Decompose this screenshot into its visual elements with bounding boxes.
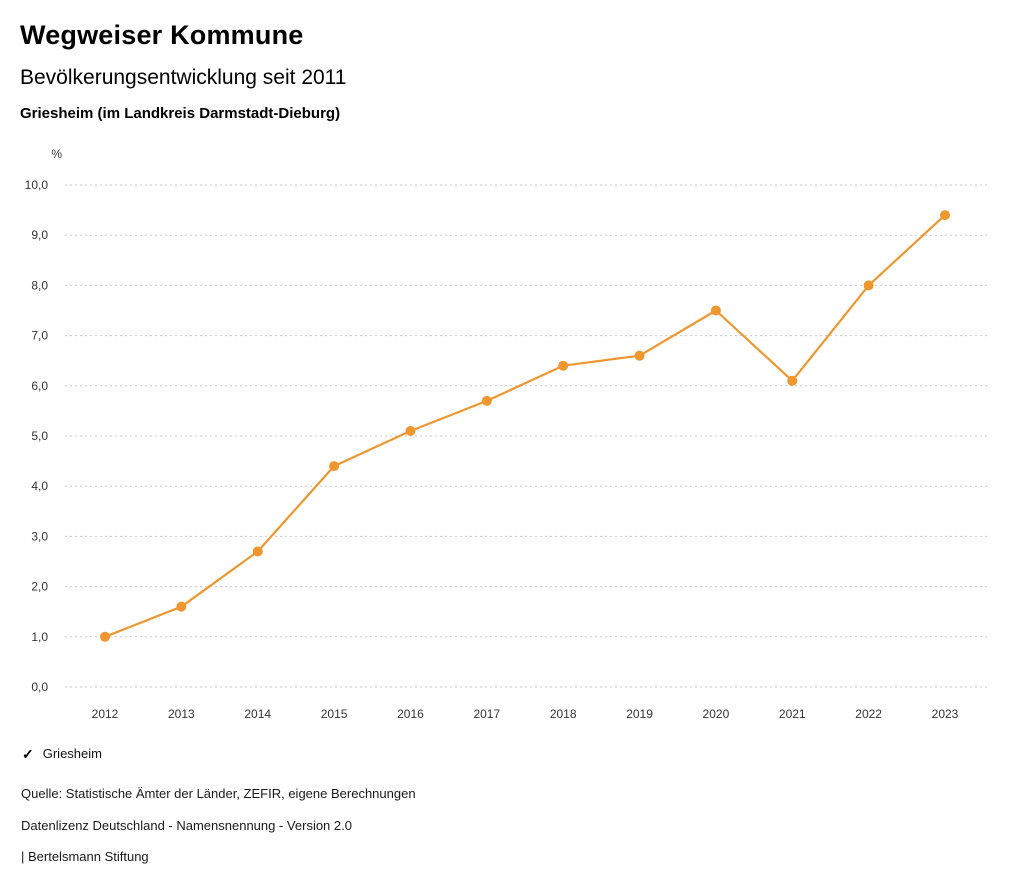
attribution-text: | Bertelsmann Stiftung xyxy=(21,849,149,864)
y-tick-label: 3,0 xyxy=(31,529,48,543)
x-tick-label: 2012 xyxy=(92,707,119,721)
source-text: Quelle: Statistische Ämter der Länder, Z… xyxy=(21,786,416,801)
y-tick-label: 2,0 xyxy=(31,580,48,594)
data-point[interactable] xyxy=(558,360,569,371)
data-point[interactable] xyxy=(940,210,950,221)
x-tick-label: 2017 xyxy=(473,707,500,721)
license-text: Datenlizenz Deutschland - Namensnennung … xyxy=(21,818,352,833)
data-point[interactable] xyxy=(176,601,187,612)
legend-item-griesheim[interactable]: ✓ Griesheim xyxy=(22,746,102,761)
page-title: Wegweiser Kommune xyxy=(20,20,304,50)
data-point[interactable] xyxy=(481,395,492,406)
x-tick-label: 2020 xyxy=(703,707,730,721)
y-axis-unit-label: % xyxy=(51,147,62,161)
data-point[interactable] xyxy=(863,280,874,291)
x-tick-label: 2016 xyxy=(397,707,424,721)
data-point[interactable] xyxy=(710,305,721,316)
region-label: Griesheim (im Landkreis Darmstadt-Diebur… xyxy=(20,105,341,122)
y-tick-label: 0,0 xyxy=(31,680,48,694)
x-tick-label: 2022 xyxy=(855,707,882,721)
x-tick-label: 2014 xyxy=(244,707,271,721)
x-tick-label: 2021 xyxy=(779,707,806,721)
y-tick-label: 4,0 xyxy=(31,479,48,493)
data-point[interactable] xyxy=(252,546,263,557)
chart-subtitle: Bevölkerungsentwicklung seit 2011 xyxy=(20,66,347,89)
data-point[interactable] xyxy=(329,461,340,472)
data-point[interactable] xyxy=(100,631,110,642)
data-point[interactable] xyxy=(787,375,798,386)
x-tick-label: 2018 xyxy=(550,707,577,721)
y-tick-label: 5,0 xyxy=(31,429,48,443)
data-point[interactable] xyxy=(405,425,416,436)
y-tick-label: 9,0 xyxy=(31,228,48,242)
legend-item-label: Griesheim xyxy=(42,746,102,761)
x-tick-label: 2023 xyxy=(932,707,959,721)
series-line xyxy=(103,214,947,638)
x-tick-label: 2019 xyxy=(626,707,653,721)
y-tick-label: 7,0 xyxy=(31,329,48,343)
x-tick-label: 2015 xyxy=(321,707,348,721)
x-tick-label: 2013 xyxy=(168,707,195,721)
y-tick-label: 10,0 xyxy=(25,178,49,192)
y-tick-label: 1,0 xyxy=(31,630,48,644)
line-chart: 0,0 1,0 2,0 3,0 4,0 5,0 6,0 7,0 8,0 9,0 10,0% 2012 2… xyxy=(25,147,990,721)
data-point[interactable] xyxy=(634,350,645,361)
y-tick-label: 6,0 xyxy=(31,379,48,393)
check-icon: ✓ xyxy=(22,745,34,762)
y-tick-label: 8,0 xyxy=(31,278,48,292)
